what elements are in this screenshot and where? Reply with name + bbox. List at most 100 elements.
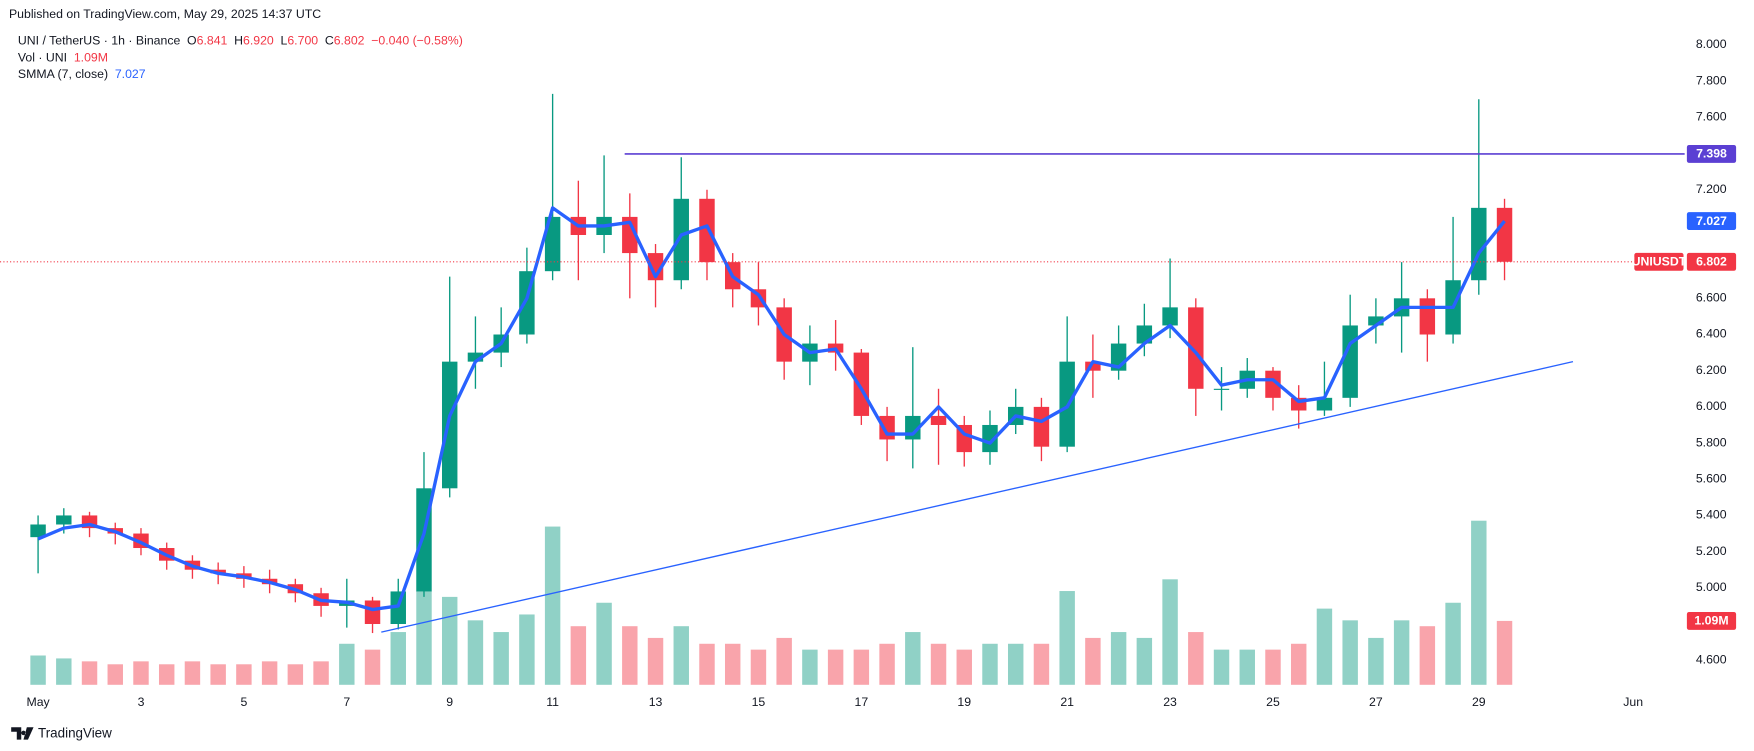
x-tick-label: 13 xyxy=(649,695,663,709)
x-tick-label: 29 xyxy=(1472,695,1486,709)
volume-bar xyxy=(133,661,149,685)
volume-bar xyxy=(519,614,535,685)
volume-bar xyxy=(493,632,509,685)
x-tick-label: Jun xyxy=(1623,695,1643,709)
volume-bar xyxy=(1136,637,1153,685)
volume-bar xyxy=(1007,643,1024,685)
volume-value: 1.09M xyxy=(74,51,108,65)
volume-bar xyxy=(339,643,355,685)
volume-bar xyxy=(107,664,123,685)
candle-body xyxy=(622,216,638,254)
smma-name: SMMA (7, close) xyxy=(18,67,108,81)
volume-tag-bg xyxy=(1686,611,1737,630)
legend-main: UNI / TetherUS · 1h · Binance O6.841 H6.92… xyxy=(18,34,463,48)
volume-bar xyxy=(287,664,304,685)
volume-bar xyxy=(261,661,278,685)
volume-bar xyxy=(416,591,432,685)
x-tick-label: 21 xyxy=(1060,695,1074,709)
x-tick-label: 3 xyxy=(138,695,145,709)
volume-bar xyxy=(236,664,252,685)
volume-bar xyxy=(750,649,767,685)
volume-bar xyxy=(802,649,818,685)
y-tick-label: 6.400 xyxy=(1696,327,1727,341)
last-price-name-tag-bg xyxy=(1634,252,1684,271)
candle-body xyxy=(544,216,561,272)
candle-body xyxy=(699,198,715,263)
smma-tag: 7.027 xyxy=(1696,214,1727,228)
last-price-name-tag: UNIUSDT xyxy=(1632,255,1687,269)
last-price-tag: 6.802 xyxy=(1696,255,1727,269)
volume-bar xyxy=(1085,637,1101,685)
candle-body xyxy=(930,415,947,425)
candle-body xyxy=(30,524,46,538)
volume-bar xyxy=(81,661,98,685)
volume-bar xyxy=(1419,626,1436,685)
smma-line xyxy=(37,206,1506,612)
x-tick-label: 5 xyxy=(240,695,247,709)
volume-bar xyxy=(390,632,406,685)
symbol: UNI / TetherUS · 1h · Binance xyxy=(18,34,181,48)
volume-bar xyxy=(1393,620,1410,685)
x-tick-label: 11 xyxy=(546,695,559,709)
volume-bar xyxy=(930,643,947,685)
volume-bar xyxy=(30,655,46,685)
volume-bar xyxy=(441,596,458,685)
volume-bar xyxy=(364,649,381,685)
volume-bar xyxy=(1239,649,1255,685)
candle-body xyxy=(1213,388,1230,390)
candle-body xyxy=(1033,406,1050,447)
x-tick-label: 25 xyxy=(1266,695,1280,709)
volume-bar xyxy=(184,661,201,685)
ohlc-value: 6.802 xyxy=(334,34,365,48)
brand: TradingView xyxy=(11,726,112,741)
published-note: Published on TradingView.com, May 29, 20… xyxy=(9,7,321,21)
volume-bar xyxy=(982,643,998,685)
volume-bar xyxy=(853,649,870,685)
volume-bar xyxy=(1213,649,1230,685)
y-tick-label: 5.000 xyxy=(1696,580,1727,594)
y-tick-label: 5.400 xyxy=(1696,508,1727,522)
brand-name: TradingView xyxy=(38,726,112,741)
candle-body xyxy=(364,600,381,625)
candle-body xyxy=(1188,307,1204,389)
volume-bar xyxy=(1265,649,1281,685)
volume-bar xyxy=(1445,602,1461,685)
ohlc-value: 6.920 xyxy=(243,34,274,48)
x-tick-label: 19 xyxy=(957,695,971,709)
candle-body xyxy=(982,424,998,453)
level-tag-bg xyxy=(1686,144,1737,163)
y-tick-label: 7.600 xyxy=(1696,110,1727,124)
x-tick-label: 27 xyxy=(1369,695,1383,709)
volume-bar xyxy=(622,626,638,685)
volume-bar xyxy=(1188,632,1204,685)
volume-bar xyxy=(879,643,895,685)
x-tick-label: May xyxy=(26,695,50,709)
ohlc-value: 6.841 xyxy=(197,34,228,48)
x-tick-label: 15 xyxy=(752,695,766,709)
volume-bar xyxy=(467,620,484,685)
candle-body xyxy=(1162,307,1178,326)
trendline xyxy=(381,360,1574,633)
x-tick-label: 7 xyxy=(343,695,350,709)
volume-bar xyxy=(776,637,792,685)
y-tick-label: 8.000 xyxy=(1696,37,1727,51)
volume-bar xyxy=(1471,520,1487,685)
legend-smma: SMMA (7, close) 7.027 xyxy=(18,67,146,81)
volume-bar xyxy=(1342,620,1358,685)
volume-tag: 1.09M xyxy=(1694,614,1728,628)
volume-bar xyxy=(673,626,689,685)
candle-body xyxy=(1265,370,1281,398)
volume-bar xyxy=(596,602,612,685)
candle-body xyxy=(56,515,72,525)
y-tick-label: 7.800 xyxy=(1696,73,1727,87)
ohlc-value: 6.700 xyxy=(287,34,318,48)
volume-bar xyxy=(158,664,175,685)
ohlc-key: C xyxy=(325,34,334,48)
y-tick-label: 6.200 xyxy=(1696,363,1727,377)
candle-body xyxy=(853,352,870,416)
volume-bar xyxy=(1162,579,1178,685)
volume-bar xyxy=(905,632,921,685)
volume-bar xyxy=(570,626,587,685)
